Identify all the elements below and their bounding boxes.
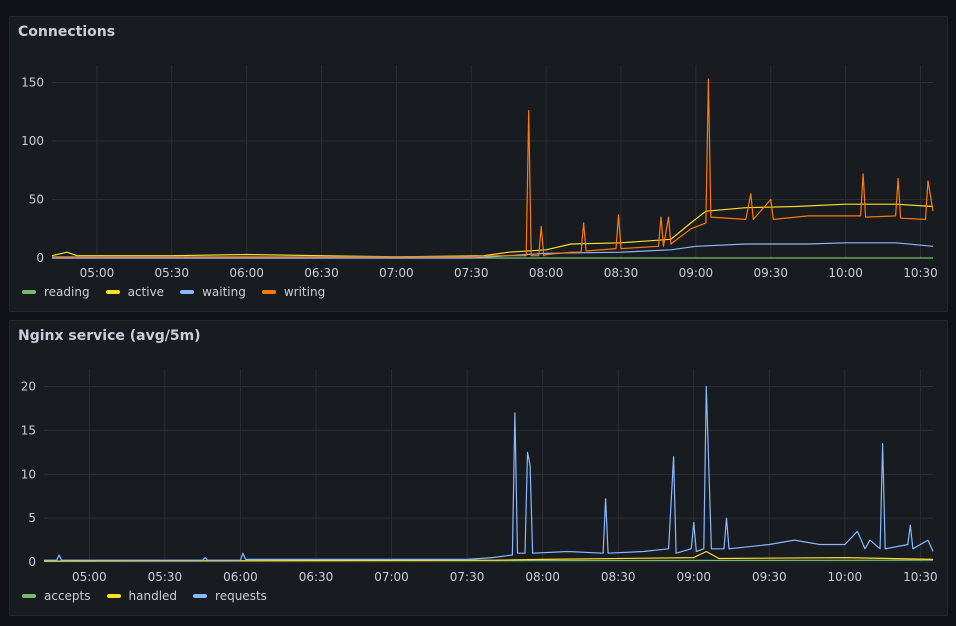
x-tick-label: 07:30 — [450, 570, 485, 584]
y-tick-label: 15 — [21, 423, 36, 437]
y-tick-label: 50 — [29, 193, 44, 207]
x-tick-label: 08:00 — [525, 570, 560, 584]
legend-label: accepts — [44, 589, 91, 603]
legend-label: handled — [128, 589, 178, 603]
x-tick-label: 09:00 — [676, 570, 711, 584]
x-tick-label: 06:30 — [304, 266, 339, 280]
series-line-requests — [44, 385, 934, 561]
x-tick-label: 08:00 — [529, 266, 564, 280]
connections-chart: 0 50 100 150 05:00 05:30 06:00 06:30 07:00 07:30 0… — [21, 65, 938, 280]
x-tick-label: 09:00 — [679, 266, 714, 280]
y-tick-label: 5 — [28, 511, 36, 525]
series-line-handled — [43, 550, 934, 562]
x-tick-label: 05:00 — [80, 266, 115, 280]
legend-swatch — [22, 290, 36, 294]
legend: accepts handled requests — [22, 589, 267, 603]
legend-swatch — [193, 594, 208, 598]
connections-panel: Connections 0 50 100 150 05:00 05:30 06:00 06:3… — [9, 16, 948, 312]
legend-item-reading[interactable]: reading — [22, 285, 90, 299]
legend-label: reading — [44, 285, 90, 299]
x-tick-label: 07:00 — [379, 266, 414, 280]
y-tick-label: 0 — [36, 251, 44, 265]
y-tick-label: 10 — [21, 467, 36, 481]
x-tick-label: 10:00 — [828, 570, 863, 584]
x-tick-label: 07:30 — [454, 266, 489, 280]
x-tick-label: 10:30 — [903, 570, 938, 584]
legend-item-writing[interactable]: writing — [261, 285, 326, 299]
nginx-service-panel: Nginx service (avg/5m) 0 5 10 15 20 05:00 05:3… — [9, 320, 948, 616]
legend-swatch — [261, 290, 276, 294]
x-tick-label: 08:30 — [601, 570, 636, 584]
legend-label: active — [127, 285, 165, 299]
x-tick-label: 09:30 — [753, 266, 788, 280]
panel-title: Nginx service (avg/5m) — [18, 328, 201, 344]
y-tick-label: 150 — [21, 76, 44, 90]
nginx-service-chart: 0 5 10 15 20 05:00 05:30 06:00 06:30 07:00 07:30 08… — [21, 369, 938, 584]
y-tick-label: 0 — [28, 555, 36, 569]
legend-swatch — [180, 290, 195, 294]
x-tick-label: 09:30 — [752, 570, 787, 584]
x-tick-label: 10:00 — [828, 266, 863, 280]
y-tick-label: 20 — [21, 380, 36, 394]
legend-label: requests — [215, 589, 267, 603]
legend-item-waiting[interactable]: waiting — [180, 285, 246, 299]
series-line-writing — [52, 78, 934, 258]
x-tick-label: 05:30 — [148, 570, 183, 584]
x-tick-label: 05:30 — [154, 266, 189, 280]
x-tick-label: 06:00 — [223, 570, 258, 584]
legend-item-handled[interactable]: handled — [106, 589, 178, 603]
legend: reading active waiting writing — [22, 285, 325, 299]
x-tick-label: 06:30 — [299, 570, 334, 584]
panel-title: Connections — [18, 24, 116, 40]
legend-item-requests[interactable]: requests — [193, 589, 267, 603]
y-tick-label: 100 — [21, 134, 44, 148]
legend-swatch — [22, 594, 36, 598]
x-tick-label: 07:00 — [374, 570, 409, 584]
x-tick-label: 10:30 — [903, 266, 938, 280]
x-tick-label: 08:30 — [604, 266, 639, 280]
series-line-active — [51, 203, 934, 258]
x-tick-label: 05:00 — [72, 570, 107, 584]
legend-label: writing — [283, 285, 326, 299]
legend-swatch — [105, 290, 120, 294]
legend-swatch — [106, 594, 121, 598]
x-tick-label: 06:00 — [229, 266, 264, 280]
legend-label: waiting — [202, 285, 246, 299]
legend-item-active[interactable]: active — [105, 285, 165, 299]
legend-item-accepts[interactable]: accepts — [22, 589, 91, 603]
